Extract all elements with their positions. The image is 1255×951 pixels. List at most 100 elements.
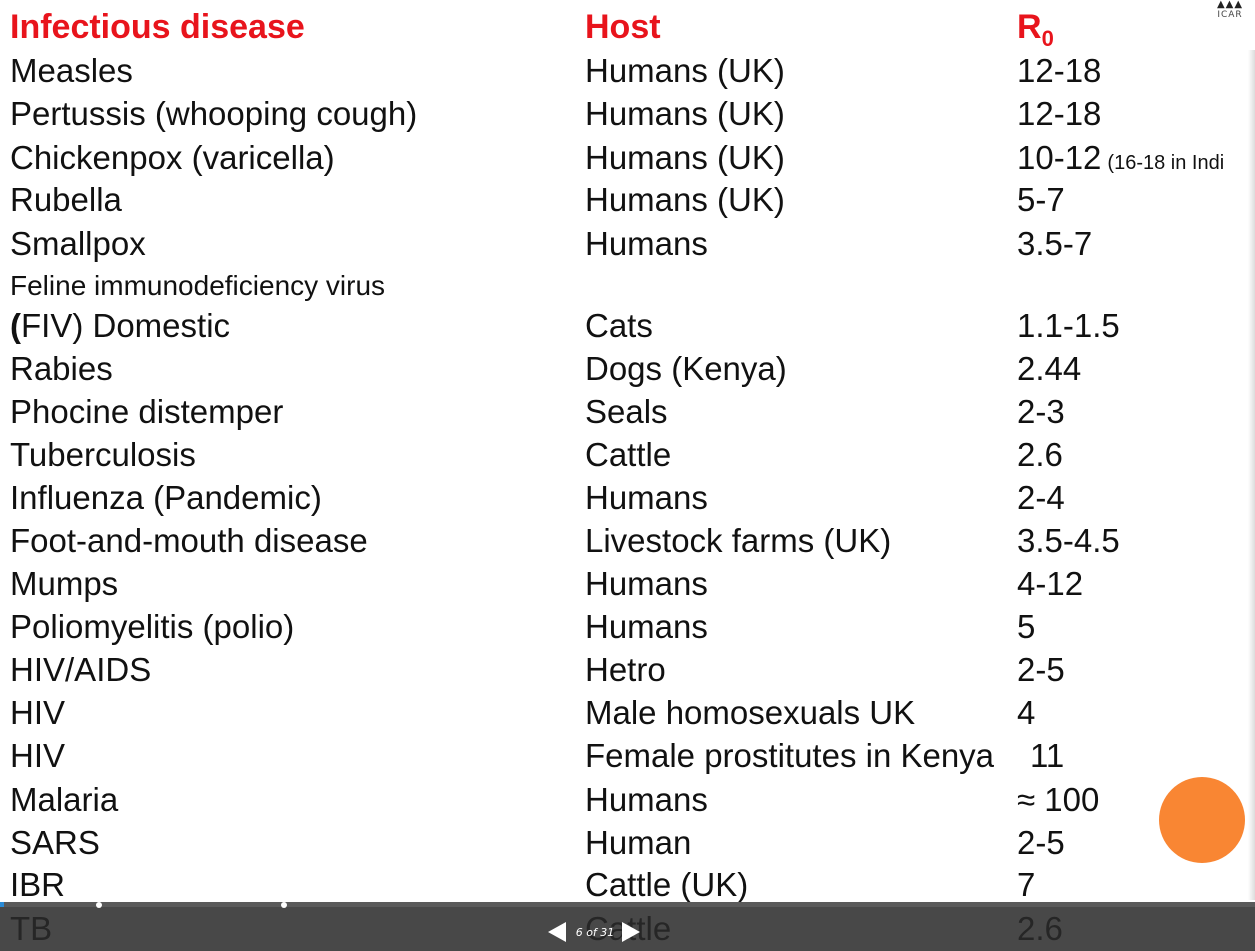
disease-cell: Feline immunodeficiency virus xyxy=(10,264,385,307)
disease-cell-text: Feline immunodeficiency virus xyxy=(10,270,386,301)
r0-cell: 3.5-4.5 xyxy=(1017,519,1120,562)
r0-cell-text: 1.1-1.5 xyxy=(1017,307,1120,344)
r0-cell-text: 12-18 xyxy=(1017,52,1102,89)
slide-edge-shadow xyxy=(1248,50,1255,900)
r0-cell-text: 4 xyxy=(1017,694,1036,731)
host-cell: Humans (UK) xyxy=(585,95,785,132)
r0-cell-text: 2.6 xyxy=(1017,436,1063,473)
institution-logo-icon: ▲▲▲ xyxy=(1216,0,1244,10)
r0-cell-text: ≈ 100 xyxy=(1017,781,1100,818)
r0-cell: 2-3 xyxy=(1017,390,1065,433)
disease-cell: Rubella xyxy=(10,178,122,221)
disease-cell-text: Tuberculosis xyxy=(10,436,196,473)
r0-cell-text: 2-5 xyxy=(1017,651,1065,688)
disease-cell: Influenza (Pandemic) xyxy=(10,476,322,519)
r0-cell-text: 4-12 xyxy=(1017,565,1084,602)
r0-cell: 2.44 xyxy=(1017,347,1081,390)
disease-cell-text: Measles xyxy=(10,52,133,89)
disease-cell-paren: ( xyxy=(10,307,21,344)
r0-note: (16-18 in Indi xyxy=(1107,152,1225,174)
disease-cell-text: FIV) Domestic xyxy=(21,307,231,344)
disease-cell: Chickenpox (varicella) xyxy=(10,136,335,179)
r0-cell: 2-4 xyxy=(1017,476,1065,519)
viewer-control-bar: 6 of 31 xyxy=(0,902,1255,951)
r0-cell: 12-18 xyxy=(1017,49,1101,92)
table-row: SARS Human 2-5 xyxy=(0,821,1255,864)
disease-cell-text: Mumps xyxy=(10,565,119,602)
disease-cell: Smallpox xyxy=(10,222,146,265)
host-cell: Seals xyxy=(585,393,668,430)
disease-cell: HIV xyxy=(10,734,65,777)
disease-cell-text: SARS xyxy=(10,824,100,861)
disease-cell-text: HIV/AIDS xyxy=(10,651,152,688)
host-cell: Dogs (Kenya) xyxy=(585,350,787,387)
header-r0: R0 xyxy=(1017,6,1054,50)
disease-cell: Foot-and-mouth disease xyxy=(10,519,368,562)
progress-marker[interactable] xyxy=(96,902,102,908)
disease-cell: SARS xyxy=(10,821,100,864)
host-cell: Humans xyxy=(585,565,708,602)
table-row: Rabies Dogs (Kenya) 2.44 xyxy=(0,347,1255,390)
table-row: Pertussis (whooping cough) Humans (UK) 12-… xyxy=(0,92,1255,135)
host-cell: Male homosexuals UK xyxy=(585,694,916,731)
table-row: Malaria Humans ≈ 100 xyxy=(0,778,1255,821)
r0-cell: 11 xyxy=(1030,734,1064,777)
previous-page-button[interactable] xyxy=(547,921,567,943)
table-row: HIV Female prostitutes in Kenya 11 xyxy=(0,734,1255,777)
progress-marker[interactable] xyxy=(281,902,287,908)
table-row: HIV/AIDS Hetro 2-5 xyxy=(0,648,1255,691)
host-cell: Humans (UK) xyxy=(585,139,785,176)
host-cell: Hetro xyxy=(585,651,666,688)
disease-cell: IBR xyxy=(10,863,65,906)
table-row: Measles Humans (UK) 12-18 xyxy=(0,49,1255,92)
r0-cell: 4 xyxy=(1017,691,1035,734)
r0-cell: 4-12 xyxy=(1017,562,1083,605)
progress-track[interactable] xyxy=(0,902,1255,908)
r0-cell-text: 10-12 xyxy=(1017,139,1102,176)
host-cell: Female prostitutes in Kenya xyxy=(585,737,995,774)
table-row: Influenza (Pandemic) Humans 2-4 xyxy=(0,476,1255,519)
disease-cell-text: Poliomyelitis (polio) xyxy=(10,608,295,645)
r0-cell-text: 2-3 xyxy=(1017,393,1065,430)
table-row: Foot-and-mouth disease Livestock farms (U… xyxy=(0,519,1255,562)
disease-cell-text: Chickenpox (varicella) xyxy=(10,139,335,176)
r0-cell-text: 12-18 xyxy=(1017,95,1102,132)
r0-cell-text: 2-5 xyxy=(1017,824,1065,861)
progress-fill xyxy=(0,902,4,907)
institution-logo: ▲▲▲ ICAR xyxy=(1205,0,1255,32)
host-cell: Livestock farms (UK) xyxy=(585,522,892,559)
disease-cell-text: Rubella xyxy=(10,181,122,218)
disease-cell: Rabies xyxy=(10,347,113,390)
r0-cell: ≈ 100 xyxy=(1017,778,1099,821)
next-page-button[interactable] xyxy=(621,921,641,943)
disease-cell-text: Pertussis (whooping cough) xyxy=(10,95,418,132)
r0-cell: 2.6 xyxy=(1017,433,1063,476)
r0-cell: 3.5-7 xyxy=(1017,222,1092,265)
table-row: Poliomyelitis (polio) Humans 5 xyxy=(0,605,1255,648)
host-cell: Humans (UK) xyxy=(585,181,785,218)
r0-cell: 10-12 (16-18 in Indi xyxy=(1017,136,1224,185)
host-cell: Humans xyxy=(585,781,708,818)
host-cell: Humans xyxy=(585,608,708,645)
disease-cell: Phocine distemper xyxy=(10,390,283,433)
host-cell: Cattle (UK) xyxy=(585,866,749,903)
r0-cell-text: 2.44 xyxy=(1017,350,1082,387)
disease-cell-text: Malaria xyxy=(10,781,119,818)
disease-cell-text: IBR xyxy=(10,866,66,903)
table-row: IBR Cattle (UK) 7 xyxy=(0,863,1255,906)
disease-cell-text: HIV xyxy=(10,694,66,731)
r0-cell-text: 2-4 xyxy=(1017,479,1065,516)
disease-cell-text: Rabies xyxy=(10,350,113,387)
r0-cell-text: 3.5-7 xyxy=(1017,225,1093,262)
r0-cell-text: 5-7 xyxy=(1017,181,1065,218)
table-row: Chickenpox (varicella) Humans (UK) 10-12 (1… xyxy=(0,136,1255,179)
header-r0-base: R xyxy=(1017,8,1042,46)
host-cell: Cats xyxy=(585,307,653,344)
page-counter: 6 of 31 xyxy=(575,926,615,939)
r0-cell-text: 7 xyxy=(1017,866,1036,903)
disease-cell: HIV/AIDS xyxy=(10,648,151,691)
disease-cell-text: HIV xyxy=(10,737,66,774)
decorative-orange-circle xyxy=(1159,777,1245,863)
disease-cell-text: Phocine distemper xyxy=(10,393,284,430)
